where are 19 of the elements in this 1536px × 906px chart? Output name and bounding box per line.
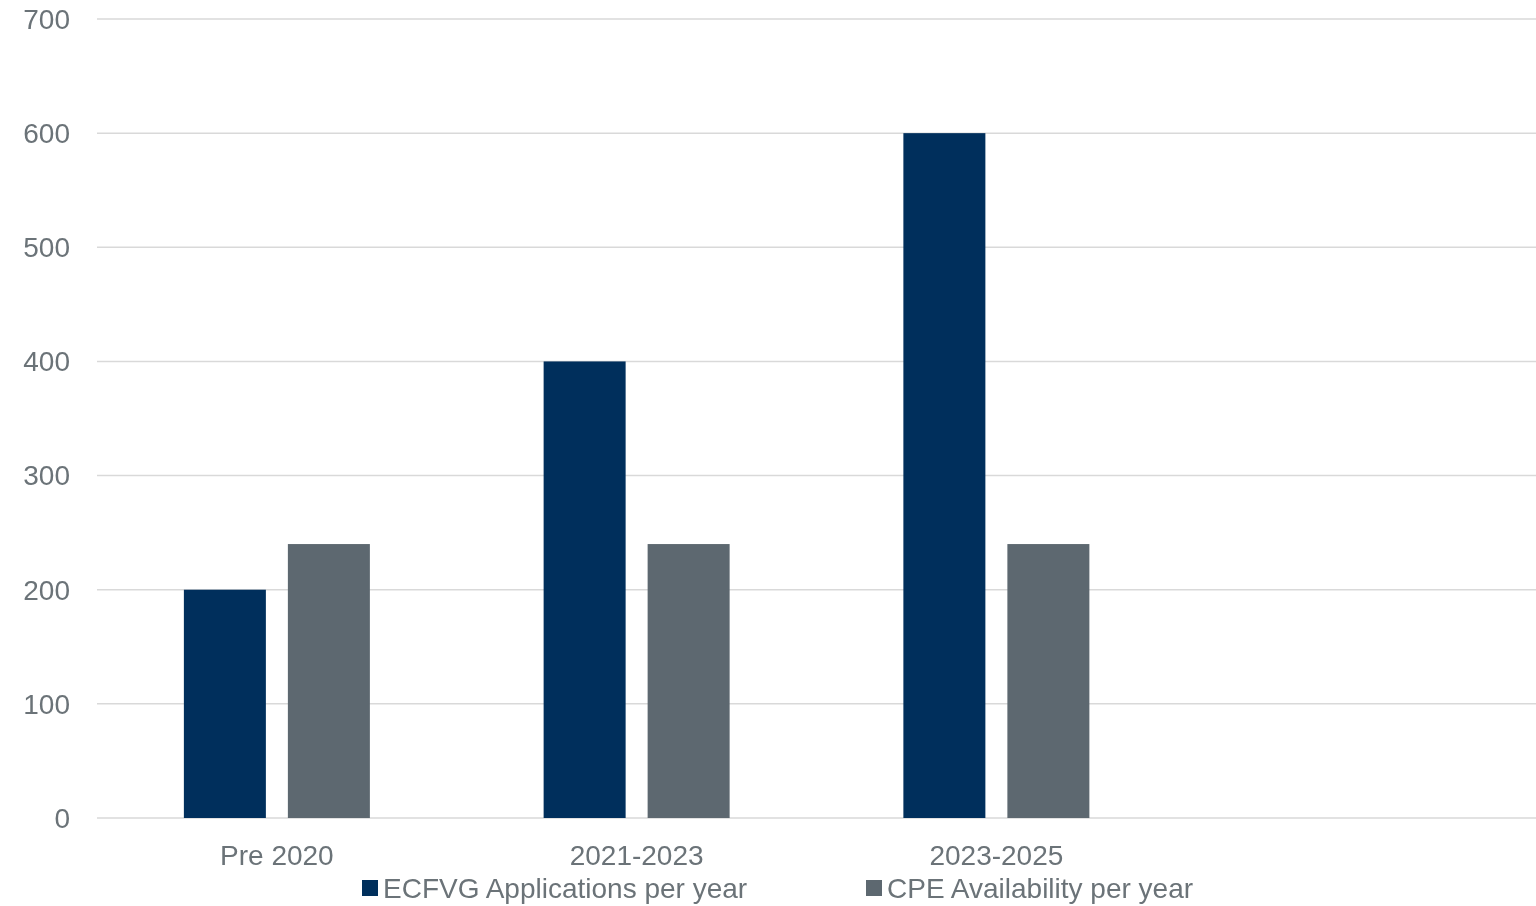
bar xyxy=(647,544,730,818)
y-tick-label: 300 xyxy=(23,460,70,492)
bar xyxy=(183,589,266,818)
bar xyxy=(1007,544,1090,818)
x-tick-label: 2023-2025 xyxy=(929,839,1064,871)
y-tick-label: 600 xyxy=(23,117,70,149)
y-tick-label: 200 xyxy=(23,574,70,606)
bar xyxy=(543,361,626,818)
y-tick-label: 400 xyxy=(23,346,70,378)
legend-label: CPE Availability per year xyxy=(887,872,1194,904)
y-tick-label: 0 xyxy=(54,802,70,834)
legend-label: ECFVG Applications per year xyxy=(383,872,748,904)
y-tick-label: 500 xyxy=(23,232,70,264)
y-tick-label: 700 xyxy=(23,3,70,35)
x-tick-label: 2021-2023 xyxy=(569,839,704,871)
bar xyxy=(287,544,370,818)
y-tick-label: 100 xyxy=(23,688,70,720)
bar xyxy=(903,133,986,818)
x-tick-label: Pre 2020 xyxy=(220,839,334,871)
